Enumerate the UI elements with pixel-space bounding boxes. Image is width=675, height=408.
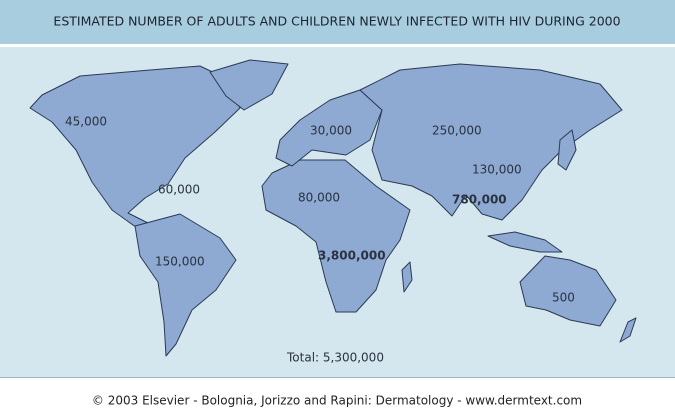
footer: © 2003 Elsevier - Bolognia, Jorizzo and …	[92, 394, 582, 408]
region-label: 150,000	[155, 255, 205, 269]
region-labels: 45,000 60,000 150,000 30,000 80,000 3,800,000…	[65, 115, 575, 305]
total-label: Total: 5,300,000	[286, 351, 384, 365]
north-america	[29, 65, 241, 231]
madagascar	[401, 261, 413, 293]
continents	[29, 59, 637, 357]
africa	[261, 159, 411, 313]
asia	[359, 63, 623, 221]
region-label: 45,000	[65, 115, 107, 129]
south-america	[134, 213, 237, 357]
new-zealand	[619, 317, 637, 343]
region-label: 80,000	[298, 191, 340, 205]
region-label: 30,000	[310, 124, 352, 138]
region-label: 130,000	[472, 163, 522, 177]
region-label: 250,000	[432, 124, 482, 138]
region-label: 780,000	[452, 193, 507, 207]
title: ESTIMATED NUMBER OF ADULTS AND CHILDREN …	[53, 14, 620, 29]
header-band	[0, 0, 675, 44]
region-label: 3,800,000	[318, 249, 386, 263]
region-label: 500	[552, 291, 575, 305]
indonesia	[487, 231, 563, 253]
japan	[557, 129, 577, 171]
region-label: 60,000	[158, 183, 200, 197]
australia	[519, 255, 617, 327]
greenland	[209, 59, 289, 111]
